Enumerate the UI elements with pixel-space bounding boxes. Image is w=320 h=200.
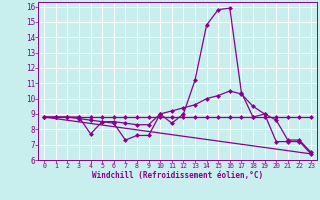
X-axis label: Windchill (Refroidissement éolien,°C): Windchill (Refroidissement éolien,°C) — [92, 171, 263, 180]
